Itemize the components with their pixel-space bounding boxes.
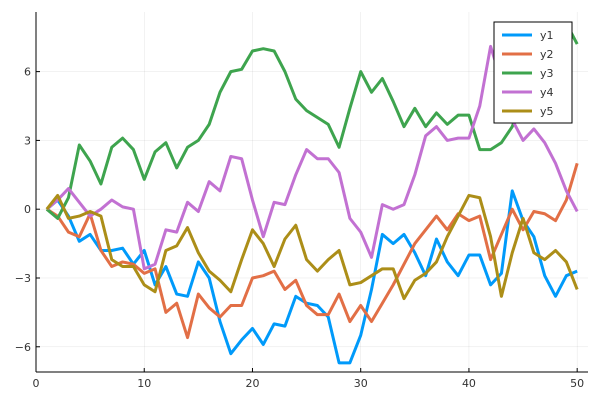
y-tick-label: −3: [15, 272, 31, 285]
legend: y1 y2 y3 y4 y5: [493, 21, 573, 124]
x-tick-label: 40: [462, 377, 476, 390]
series-line-y4: [45, 44, 579, 271]
y-tick-label: 3: [24, 134, 31, 147]
legend-label-y3: y3: [540, 67, 554, 80]
x-tick-label: 30: [354, 377, 368, 390]
x-tick-label: 50: [570, 377, 584, 390]
series-line-y1: [45, 189, 578, 365]
y-tick-label: 6: [24, 66, 31, 79]
legend-label-y1: y1: [540, 29, 554, 42]
series-lines: [45, 21, 579, 365]
legend-label-y2: y2: [540, 48, 554, 61]
x-tick-label: 20: [245, 377, 259, 390]
series-line-y3: [45, 21, 579, 220]
y-tick-label: −6: [15, 341, 31, 354]
axes: 0 10 20 30 40 50 −6 −3 0 3 6: [15, 12, 588, 390]
series-line-y5: [45, 193, 579, 301]
x-tick-label: 10: [137, 377, 151, 390]
legend-label-y5: y5: [540, 105, 554, 118]
x-tick-label: 0: [33, 377, 40, 390]
grid: [35, 12, 588, 372]
legend-label-y4: y4: [540, 86, 554, 99]
series-line-y2: [46, 162, 579, 340]
y-tick-label: 0: [24, 203, 31, 216]
